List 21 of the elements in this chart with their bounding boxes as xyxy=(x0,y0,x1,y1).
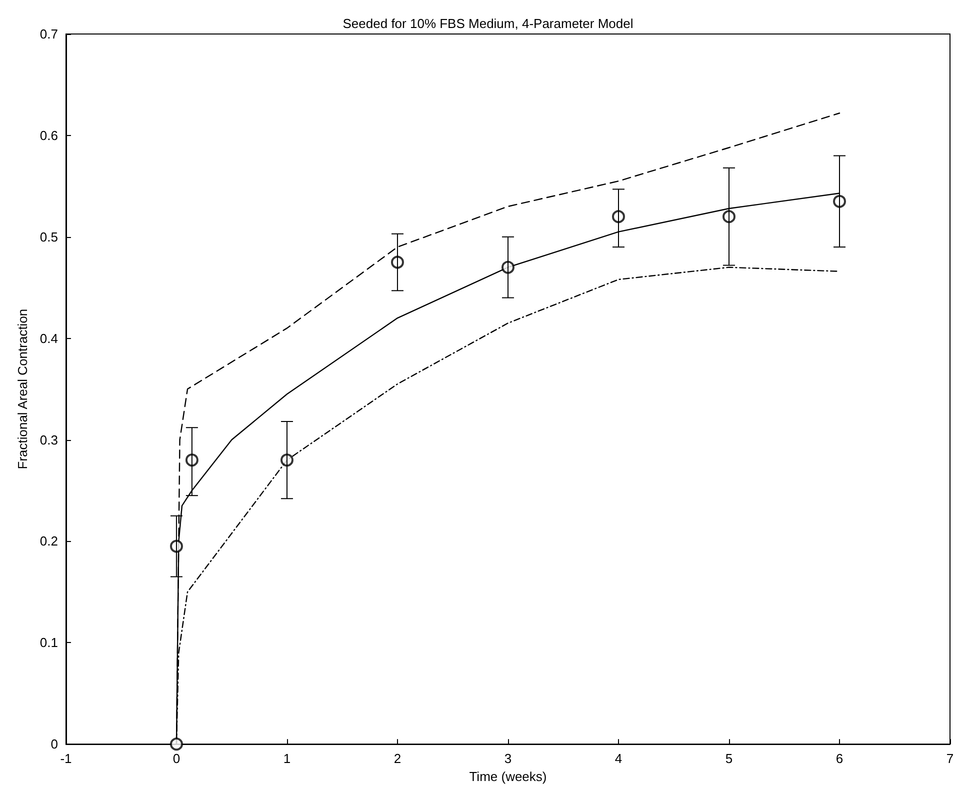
y-axis-title: Fractional Areal Contraction xyxy=(15,308,30,470)
x-tick-label: 4 xyxy=(614,751,622,766)
x-tick-label: 2 xyxy=(394,751,402,766)
y-tick-label: 0.2 xyxy=(40,534,58,549)
y-tick-label: 0.3 xyxy=(40,432,58,448)
x-tick-label: -1 xyxy=(60,751,72,766)
y-tick-label: 0 xyxy=(50,736,58,752)
x-tick-label: 0 xyxy=(172,751,180,766)
y-tick-label: 0.5 xyxy=(40,229,58,244)
x-tick-label: 1 xyxy=(283,751,291,766)
x-tick-label: 5 xyxy=(725,751,733,766)
point xyxy=(170,738,183,751)
chart-title: Seeded for 10% FBS Medium, 4-Parameter Model xyxy=(342,16,634,31)
y-tick-label: 0.6 xyxy=(40,128,58,143)
y-tick-label: 0.4 xyxy=(40,330,58,346)
x-tick-label: 3 xyxy=(504,751,512,766)
y-tick-label: 0.7 xyxy=(40,26,58,42)
x-tick-label: 6 xyxy=(836,751,844,766)
x-axis-title: Time (weeks) xyxy=(469,769,547,784)
y-tick-label: 0.1 xyxy=(40,635,58,650)
x-tick-label: 7 xyxy=(946,751,954,766)
